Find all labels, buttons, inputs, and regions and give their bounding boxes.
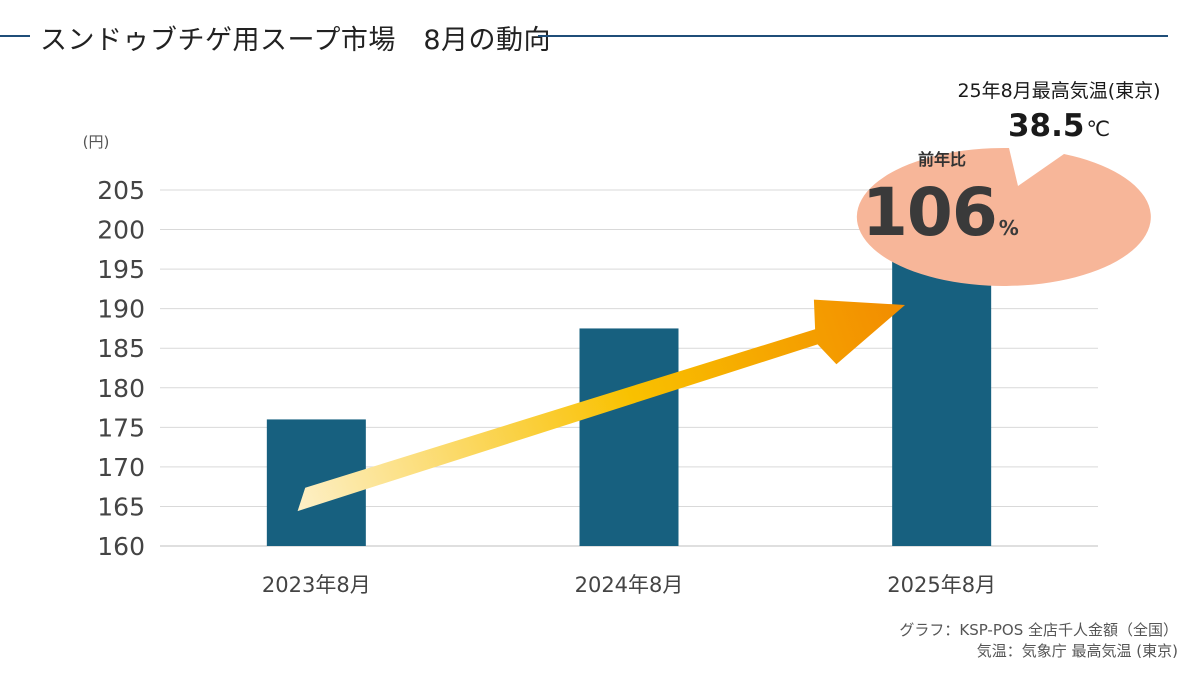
x-axis-labels: 2023年8月 2024年8月 2025年8月 [262,573,996,597]
y-tick-label: 185 [97,334,145,363]
y-tick-label: 175 [97,413,145,442]
x-category-label: 2024年8月 [575,573,684,597]
y-tick-label: 200 [97,216,145,245]
y-tick-label: 195 [97,255,145,284]
y-tick-label: 205 [97,176,145,205]
y-tick-label: 170 [97,453,145,482]
y-axis-unit-label: (円) [83,133,110,151]
temperature-value: 38.5 [1007,108,1085,144]
y-tick-label: 190 [97,295,145,324]
header-rule-left [0,35,30,37]
temperature-callout-value-row: 38.5℃ [921,108,1197,144]
bar [579,328,679,546]
source-note-line-2: 気温：気象庁 最高気温 (東京) [976,642,1178,660]
header-rule-right [538,35,1168,37]
temperature-callout-bubble [856,147,1151,286]
trend-arrow [297,299,906,512]
x-category-label: 2023年8月 [262,573,371,597]
temperature-unit: ℃ [1086,117,1111,141]
x-category-label: 2025年8月 [887,573,996,597]
yoy-unit: % [998,216,1019,240]
temperature-callout-label: 25年8月最高気温(東京) [957,80,1161,102]
yoy-value: 106 [862,174,998,251]
yoy-figure: 106% [862,174,1062,251]
bars [266,237,992,546]
bar [892,237,992,546]
y-axis-ticks: 160 165 170 175 180 185 190 195 200 205 [97,176,145,561]
source-note: グラフ：KSP-POS 全店千人金額（全国） 気温：気象庁 最高気温 (東京) [899,620,1178,662]
yoy-label: 前年比 [917,150,966,169]
y-tick-label: 180 [97,374,145,403]
source-note-line-1: グラフ：KSP-POS 全店千人金額（全国） [899,621,1178,639]
temperature-callout: 25年8月最高気温(東京) 38.5℃ [921,78,1197,144]
y-tick-label: 165 [97,492,145,521]
y-tick-label: 160 [97,532,145,561]
page-title: スンドゥブチゲ用スープ市場 8月の動向 [40,25,552,56]
